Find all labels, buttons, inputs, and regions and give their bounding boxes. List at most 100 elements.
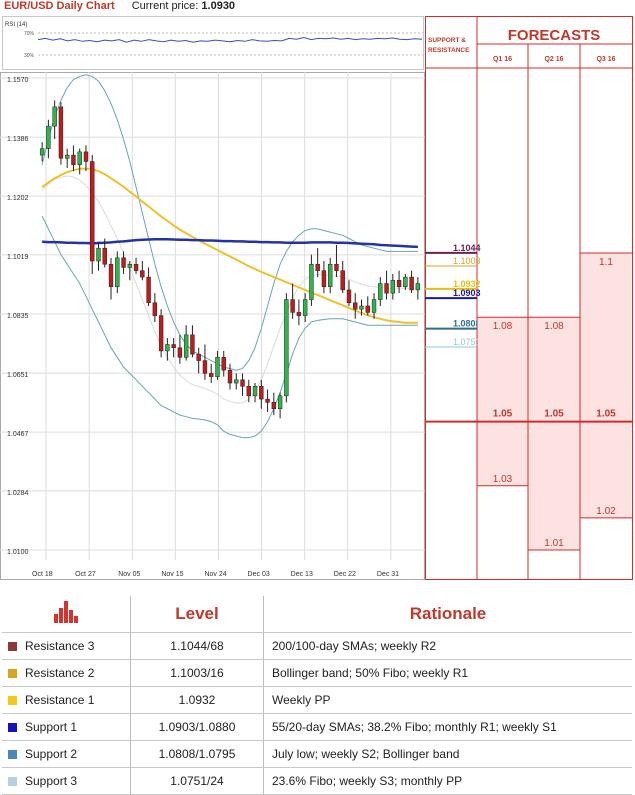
- candle-down: [121, 251, 126, 274]
- candle-up: [183, 325, 189, 361]
- y-tick-label: 1.0284: [7, 490, 29, 497]
- rsi-line: [37, 36, 423, 43]
- candle-body: [102, 247, 107, 265]
- candle-down: [190, 325, 195, 358]
- x-tick-label: Nov 15: [161, 571, 183, 578]
- candle-body: [302, 299, 308, 316]
- candle-down: [290, 283, 295, 319]
- candle-down: [221, 350, 226, 377]
- candle-body: [378, 283, 383, 300]
- candle-body: [252, 385, 258, 397]
- level-swatch: [8, 777, 17, 786]
- level-value: 1.0808/1.0795: [130, 740, 264, 768]
- x-tick-label: Nov 24: [204, 571, 226, 578]
- candle-down: [271, 392, 277, 416]
- level-swatch: [8, 723, 17, 732]
- candle-down: [177, 334, 183, 364]
- y-tick-label: 1.1019: [7, 254, 29, 261]
- candle-body: [108, 263, 114, 287]
- y-tick-label: 1.1570: [7, 77, 29, 84]
- candle-body: [384, 283, 389, 294]
- rsi-label: RSI (14): [5, 22, 27, 28]
- forecast-high-label: 1.08: [493, 321, 513, 332]
- candle-body: [133, 263, 139, 271]
- table-header-row: Level Rationale: [2, 596, 632, 633]
- table-row: Support 3 1.0751/24 23.6% Fibo; weekly S3;…: [2, 767, 632, 795]
- level-swatch: [8, 750, 17, 759]
- rsi-panel: RSI (14) 70% 30%: [2, 16, 424, 70]
- current-price-label: Current price:: [131, 0, 199, 12]
- candle-down: [71, 145, 76, 172]
- candle-body: [246, 385, 251, 397]
- candle-up: [252, 383, 258, 403]
- candle-body: [346, 289, 352, 304]
- candle-down: [365, 296, 370, 316]
- level-name-cell: Resistance 3: [2, 632, 131, 660]
- level-value: 1.0903/1.0880: [130, 713, 264, 741]
- level-rationale: Bollinger band; 50% Fibo; weekly R1: [263, 659, 632, 687]
- x-tick-label: Dec 22: [334, 571, 356, 578]
- candle-down: [353, 293, 358, 319]
- chart-title: EUR/USD Daily Chart: [4, 0, 115, 12]
- candle-body: [227, 369, 233, 384]
- level-label: 1.0751: [453, 337, 481, 347]
- candle-body: [177, 347, 183, 358]
- rationale-header: Rationale: [263, 596, 632, 633]
- candle-body: [83, 151, 89, 162]
- candle-body: [334, 263, 339, 271]
- x-tick-label: Dec 13: [291, 571, 313, 578]
- candle-body: [209, 373, 214, 377]
- candle-down: [334, 244, 339, 278]
- candle-down: [340, 261, 345, 294]
- candle-down: [158, 309, 164, 358]
- table-row: Resistance 1 1.0932 Weekly PP: [2, 686, 632, 714]
- candle-body: [259, 385, 264, 400]
- chart-header: EUR/USD Daily Chart Current price: 1.093…: [4, 0, 235, 15]
- level-name-cell: Resistance 2: [2, 659, 131, 687]
- level-swatch: [8, 669, 17, 678]
- quarter-header: Q2 16: [544, 56, 563, 63]
- table-row: Resistance 3 1.1044/68 200/100-day SMAs; w…: [2, 632, 632, 660]
- candle-body: [64, 154, 70, 159]
- x-tick-label: Dec 03: [248, 571, 270, 578]
- level-value: 1.0751/24: [130, 767, 264, 795]
- candle-body: [309, 263, 314, 300]
- candle-up: [415, 277, 421, 300]
- candle-up: [277, 392, 283, 419]
- level-label: 1.0808: [453, 319, 481, 329]
- level-label: 1.0932: [453, 279, 481, 289]
- candle-down: [209, 363, 214, 384]
- candle-down: [296, 299, 302, 326]
- candle-body: [152, 302, 158, 316]
- table-row: Support 1 1.0903/1.0880 55/20-day SMAs; 38…: [2, 713, 632, 741]
- x-tick-label: Dec 31: [377, 571, 399, 578]
- level-swatch: [8, 642, 17, 651]
- candle-up: [403, 273, 408, 290]
- candle-up: [359, 299, 364, 316]
- level-label: 1.0903: [453, 288, 481, 298]
- candle-down: [346, 280, 352, 306]
- rsi-level-high: 70%: [24, 31, 35, 37]
- forecast-low-label: 1.01: [544, 538, 564, 549]
- candle-down: [396, 270, 402, 294]
- candle-up: [96, 241, 101, 271]
- level-swatch: [8, 696, 17, 705]
- y-tick-label: 1.0100: [7, 549, 29, 556]
- level-rationale: July low; weekly S2; Bollinger band: [263, 740, 632, 768]
- candle-up: [46, 119, 51, 159]
- y-tick-label: 1.0467: [7, 431, 29, 438]
- candle-body: [215, 357, 220, 377]
- candle-body: [77, 151, 82, 165]
- level-value: 1.1003/16: [130, 659, 264, 687]
- candle-up: [302, 293, 308, 323]
- candle-body: [409, 276, 414, 291]
- y-tick-label: 1.0835: [7, 313, 29, 320]
- forecast-high-label: 1.08: [544, 321, 564, 332]
- candle-body: [390, 280, 396, 294]
- candle-up: [309, 254, 314, 306]
- candle-body: [140, 270, 145, 278]
- level-name-cell: Resistance 1: [2, 686, 131, 714]
- candle-down: [202, 344, 208, 380]
- quarter-header: Q1 16: [493, 56, 512, 63]
- rsi-level-low: 30%: [24, 53, 35, 59]
